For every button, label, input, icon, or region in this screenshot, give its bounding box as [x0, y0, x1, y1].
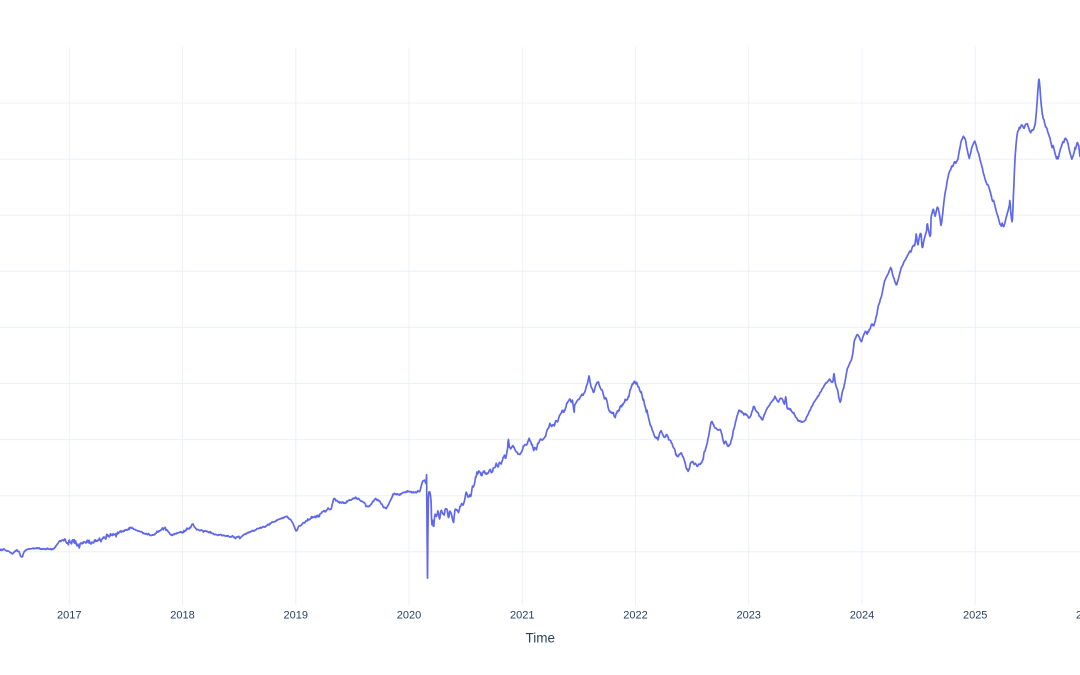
- svg-text:2017: 2017: [57, 610, 81, 622]
- svg-text:2021: 2021: [510, 610, 534, 622]
- svg-text:2023: 2023: [736, 610, 760, 622]
- svg-text:2026: 2026: [1076, 610, 1080, 622]
- svg-text:2025: 2025: [963, 610, 987, 622]
- svg-text:2020: 2020: [397, 610, 421, 622]
- svg-text:2019: 2019: [284, 610, 308, 622]
- svg-text:2022: 2022: [623, 610, 647, 622]
- svg-text:2018: 2018: [170, 610, 194, 622]
- svg-text:2024: 2024: [850, 610, 874, 622]
- svg-text:Time: Time: [526, 631, 556, 646]
